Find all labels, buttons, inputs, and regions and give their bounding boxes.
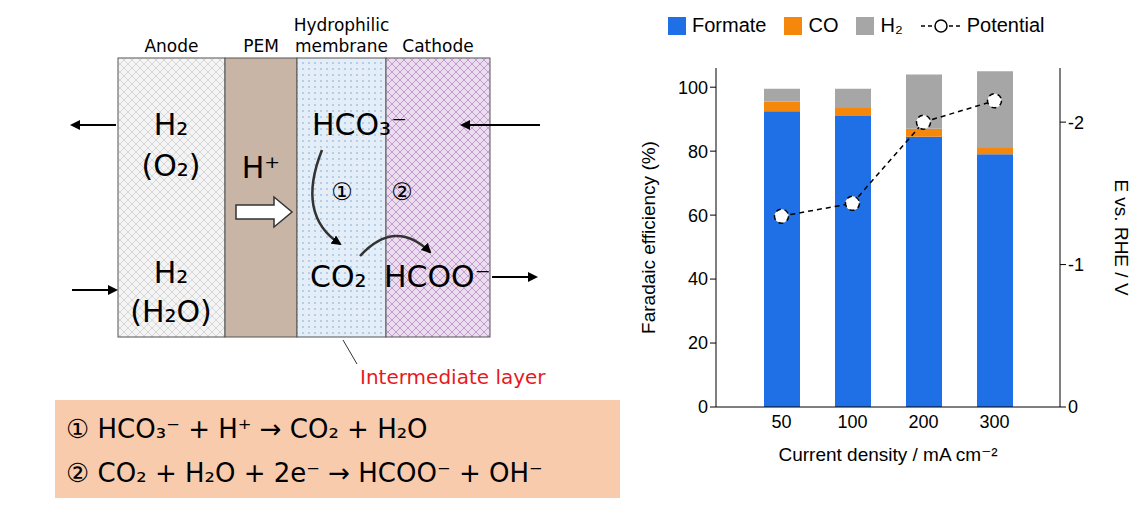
svg-text:0: 0 — [1068, 397, 1078, 417]
svg-text:(O₂): (O₂) — [141, 148, 200, 183]
svg-text:80: 80 — [688, 142, 708, 162]
svg-text:HCOO⁻: HCOO⁻ — [384, 259, 491, 294]
svg-text:H⁺: H⁺ — [242, 150, 280, 185]
svg-text:Anode: Anode — [144, 36, 198, 56]
svg-text:E vs. RHE / V: E vs. RHE / V — [1111, 179, 1132, 295]
svg-text:300: 300 — [979, 412, 1009, 432]
svg-text:CO₂: CO₂ — [310, 259, 367, 294]
svg-text:20: 20 — [688, 333, 708, 353]
svg-text:② CO₂ + H₂O + 2e⁻ → HCOO⁻ + OH: ② CO₂ + H₂O + 2e⁻ → HCOO⁻ + OH⁻ — [66, 458, 543, 488]
svg-text:0: 0 — [698, 397, 708, 417]
svg-text:40: 40 — [688, 269, 708, 289]
html-text:CO: CO — [808, 14, 839, 36]
svg-text:H₂: H₂ — [154, 107, 189, 142]
html-text:H₂: H₂ — [880, 14, 903, 36]
svg-text:60: 60 — [688, 206, 708, 226]
svg-text:①: ① — [331, 178, 353, 206]
svg-text:HCO₃⁻: HCO₃⁻ — [312, 107, 407, 142]
svg-text:Cathode: Cathode — [402, 36, 473, 56]
svg-text:-1: -1 — [1068, 255, 1084, 275]
html-text:Formate: Formate — [692, 14, 767, 36]
svg-text:100: 100 — [837, 412, 867, 432]
svg-text:-2: -2 — [1068, 113, 1084, 133]
svg-text:100: 100 — [678, 78, 708, 98]
svg-text:Faradaic efficiency (%): Faradaic efficiency (%) — [638, 141, 659, 334]
svg-text:H₂: H₂ — [154, 255, 189, 290]
html-text:Potential: Potential — [966, 14, 1045, 36]
svg-text:Hydrophilicmembrane: Hydrophilicmembrane — [294, 15, 390, 56]
svg-text:(H₂O): (H₂O) — [130, 294, 212, 329]
svg-text:50: 50 — [771, 412, 791, 432]
svg-text:200: 200 — [908, 412, 938, 432]
svg-text:Intermediate layer: Intermediate layer — [360, 365, 546, 389]
svg-text:②: ② — [391, 178, 413, 206]
svg-text:① HCO₃⁻ + H⁺ → CO₂ + H₂O: ① HCO₃⁻ + H⁺ → CO₂ + H₂O — [66, 414, 428, 444]
svg-text:Current density / mA cm⁻²: Current density / mA cm⁻² — [778, 444, 997, 465]
svg-text:PEM: PEM — [243, 36, 279, 56]
